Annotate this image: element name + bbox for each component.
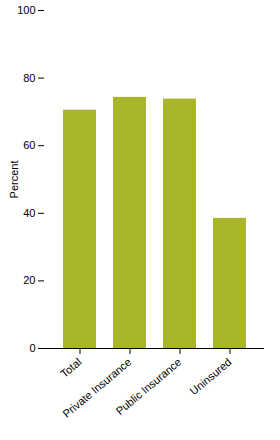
svg-text:Private Insurance: Private Insurance [60,355,134,420]
svg-text:20: 20 [23,274,35,286]
svg-text:Total: Total [58,356,84,380]
svg-text:Uninsured: Uninsured [187,356,233,397]
svg-text:40: 40 [23,207,35,219]
svg-text:Public Insurance: Public Insurance [114,356,184,417]
svg-text:Percent: Percent [8,161,20,199]
svg-text:100: 100 [17,4,35,16]
svg-text:80: 80 [23,72,35,84]
svg-text:60: 60 [23,139,35,151]
svg-text:0: 0 [29,342,35,354]
